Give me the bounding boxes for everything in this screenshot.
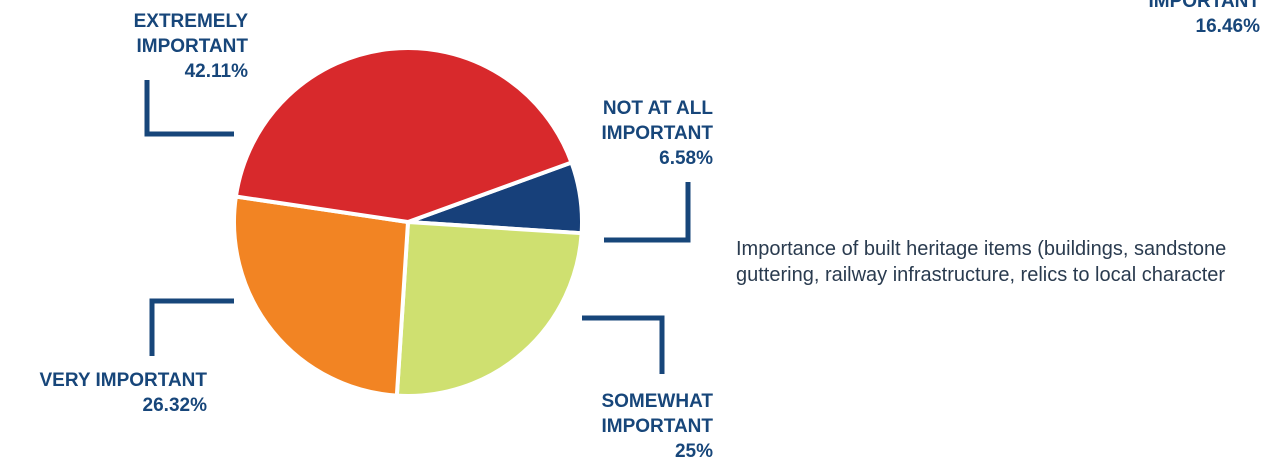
label-not-at-all-value: 6.58% [659,148,713,169]
label-extremely-line1: EXTREMELY [133,11,248,32]
label-not-at-all-important: NOT AT ALL IMPORTANT 6.58% [601,96,713,171]
leader-line-very [149,298,234,356]
label-extremely-line2: IMPORTANT [136,36,248,57]
pie-slice-somewhat-important [394,220,584,398]
leader-line-not-at-all [604,182,691,243]
label-extremely-important: EXTREMELY IMPORTANT 42.11% [134,9,248,84]
label-clipped-value: 16.46% [1195,16,1260,37]
pie-slice-extremely-important [233,46,574,224]
chart-description: Importance of built heritage items (buil… [736,238,1227,286]
label-not-at-all-line1: NOT AT ALL [602,98,713,119]
label-very-line1: VERY IMPORTANT [39,370,208,391]
pie-slice-very-important [232,194,410,398]
label-not-at-all-line2: IMPORTANT [601,123,713,144]
leader-line-extremely [144,80,234,137]
label-somewhat-line1: SOMEWHAT [601,391,713,412]
label-somewhat-value: 25% [674,441,713,462]
label-extremely-value: 42.11% [184,61,248,82]
label-very-important: VERY IMPORTANT 26.32% [40,368,208,418]
label-somewhat-important: SOMEWHAT IMPORTANT 25% [601,389,713,464]
label-clipped-line1: IMPORTANT [1148,0,1260,12]
leader-line-somewhat [582,315,665,374]
label-very-value: 26.32% [142,395,207,416]
label-clipped-important: IMPORTANT 16.46% [1148,0,1260,39]
label-somewhat-line2: IMPORTANT [601,416,713,437]
